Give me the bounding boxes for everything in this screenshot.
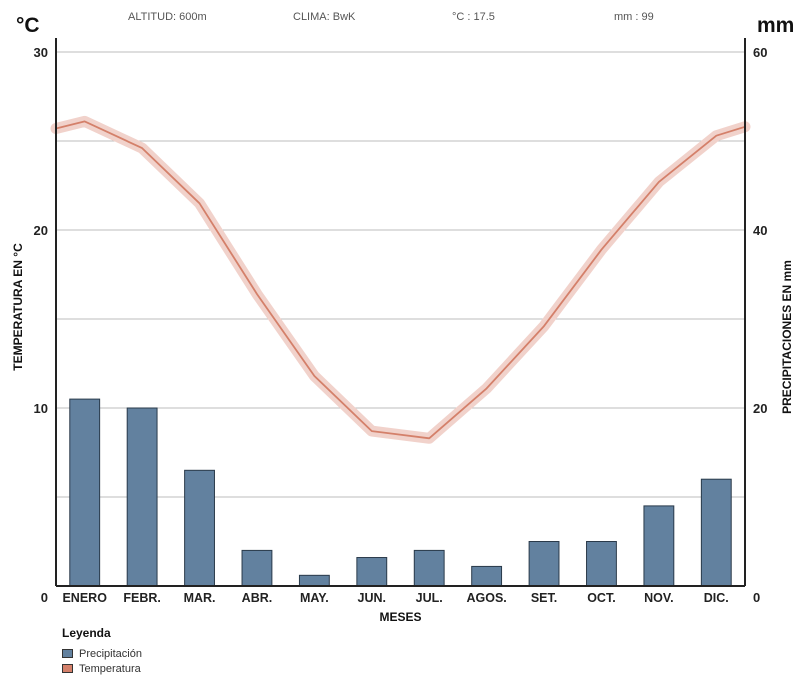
precipitation-bar-mar — [184, 469, 215, 587]
month-label: OCT. — [587, 591, 615, 605]
axis-labels: 0 10 20 30 0 20 40 60 ENERO FEBR. MAR. ABR. MAY. JUN.… — [11, 45, 793, 624]
precipitation-bar-may — [298, 574, 330, 587]
right-tick-label: 20 — [753, 401, 767, 416]
month-label: DIC. — [704, 591, 729, 605]
precipitation-bar-dic — [700, 478, 732, 587]
legend-item-temperature: Temperatura — [62, 661, 142, 676]
month-label: MAR. — [184, 591, 216, 605]
temperature-line-halo — [50, 115, 751, 444]
left-tick-label: 10 — [34, 401, 48, 416]
precipitation-bar-nov — [643, 505, 675, 587]
climate-label: CLIMA: BwK — [293, 11, 356, 23]
left-tick-label: 30 — [34, 45, 48, 60]
legend-label-precipitation: Precipitación — [79, 647, 142, 660]
gridlines — [56, 51, 745, 498]
temperature-swatch — [62, 664, 73, 673]
total-precipitation-label: mm : 99 — [614, 11, 654, 23]
left-axis-title: TEMPERATURA EN °C — [11, 243, 25, 371]
legend-item-precipitation: Precipitación — [62, 646, 142, 661]
right-unit-label: mm — [757, 14, 793, 37]
temperature-line-group — [50, 115, 751, 444]
x-axis-title: MESES — [379, 610, 421, 624]
precipitation-bars — [69, 398, 732, 587]
precipitation-bar-agos — [471, 565, 503, 587]
legend-title: Leyenda — [62, 626, 111, 640]
axes — [55, 38, 746, 587]
precipitation-bar-jun — [356, 557, 388, 587]
right-tick-label: 60 — [753, 45, 767, 60]
month-label: SET. — [531, 591, 557, 605]
precipitation-bar-febr — [126, 407, 158, 587]
month-label: FEBR. — [123, 591, 161, 605]
legend: Leyenda Precipitación Temperatura — [62, 626, 142, 676]
right-tick-label: 40 — [753, 223, 767, 238]
altitude-label: ALTITUD: 600m — [128, 11, 207, 23]
precipitation-bar-oct — [586, 541, 617, 587]
month-label: ABR. — [242, 591, 273, 605]
precipitation-swatch — [62, 649, 73, 658]
right-axis-title: PRECIPITACIONES EN mm — [780, 260, 793, 414]
precipitation-bar-jul — [413, 549, 445, 587]
month-label: AGOS. — [466, 591, 506, 605]
left-tick-label: 0 — [41, 590, 48, 605]
precipitation-bar-set — [528, 541, 560, 587]
month-label: JUN. — [358, 591, 386, 605]
precipitation-bar-abr — [241, 549, 273, 587]
month-label: JUL. — [416, 591, 443, 605]
legend-label-temperature: Temperatura — [79, 662, 141, 675]
month-label: NOV. — [644, 591, 673, 605]
month-label: ENERO — [62, 591, 107, 605]
right-tick-label: 0 — [753, 590, 760, 605]
month-label: MAY. — [300, 591, 329, 605]
mean-temperature-label: °C : 17.5 — [452, 11, 495, 23]
precipitation-bar-enero — [69, 398, 101, 587]
left-tick-label: 20 — [34, 223, 48, 238]
temperature-line — [55, 120, 746, 440]
left-unit-label: °C — [16, 14, 40, 37]
